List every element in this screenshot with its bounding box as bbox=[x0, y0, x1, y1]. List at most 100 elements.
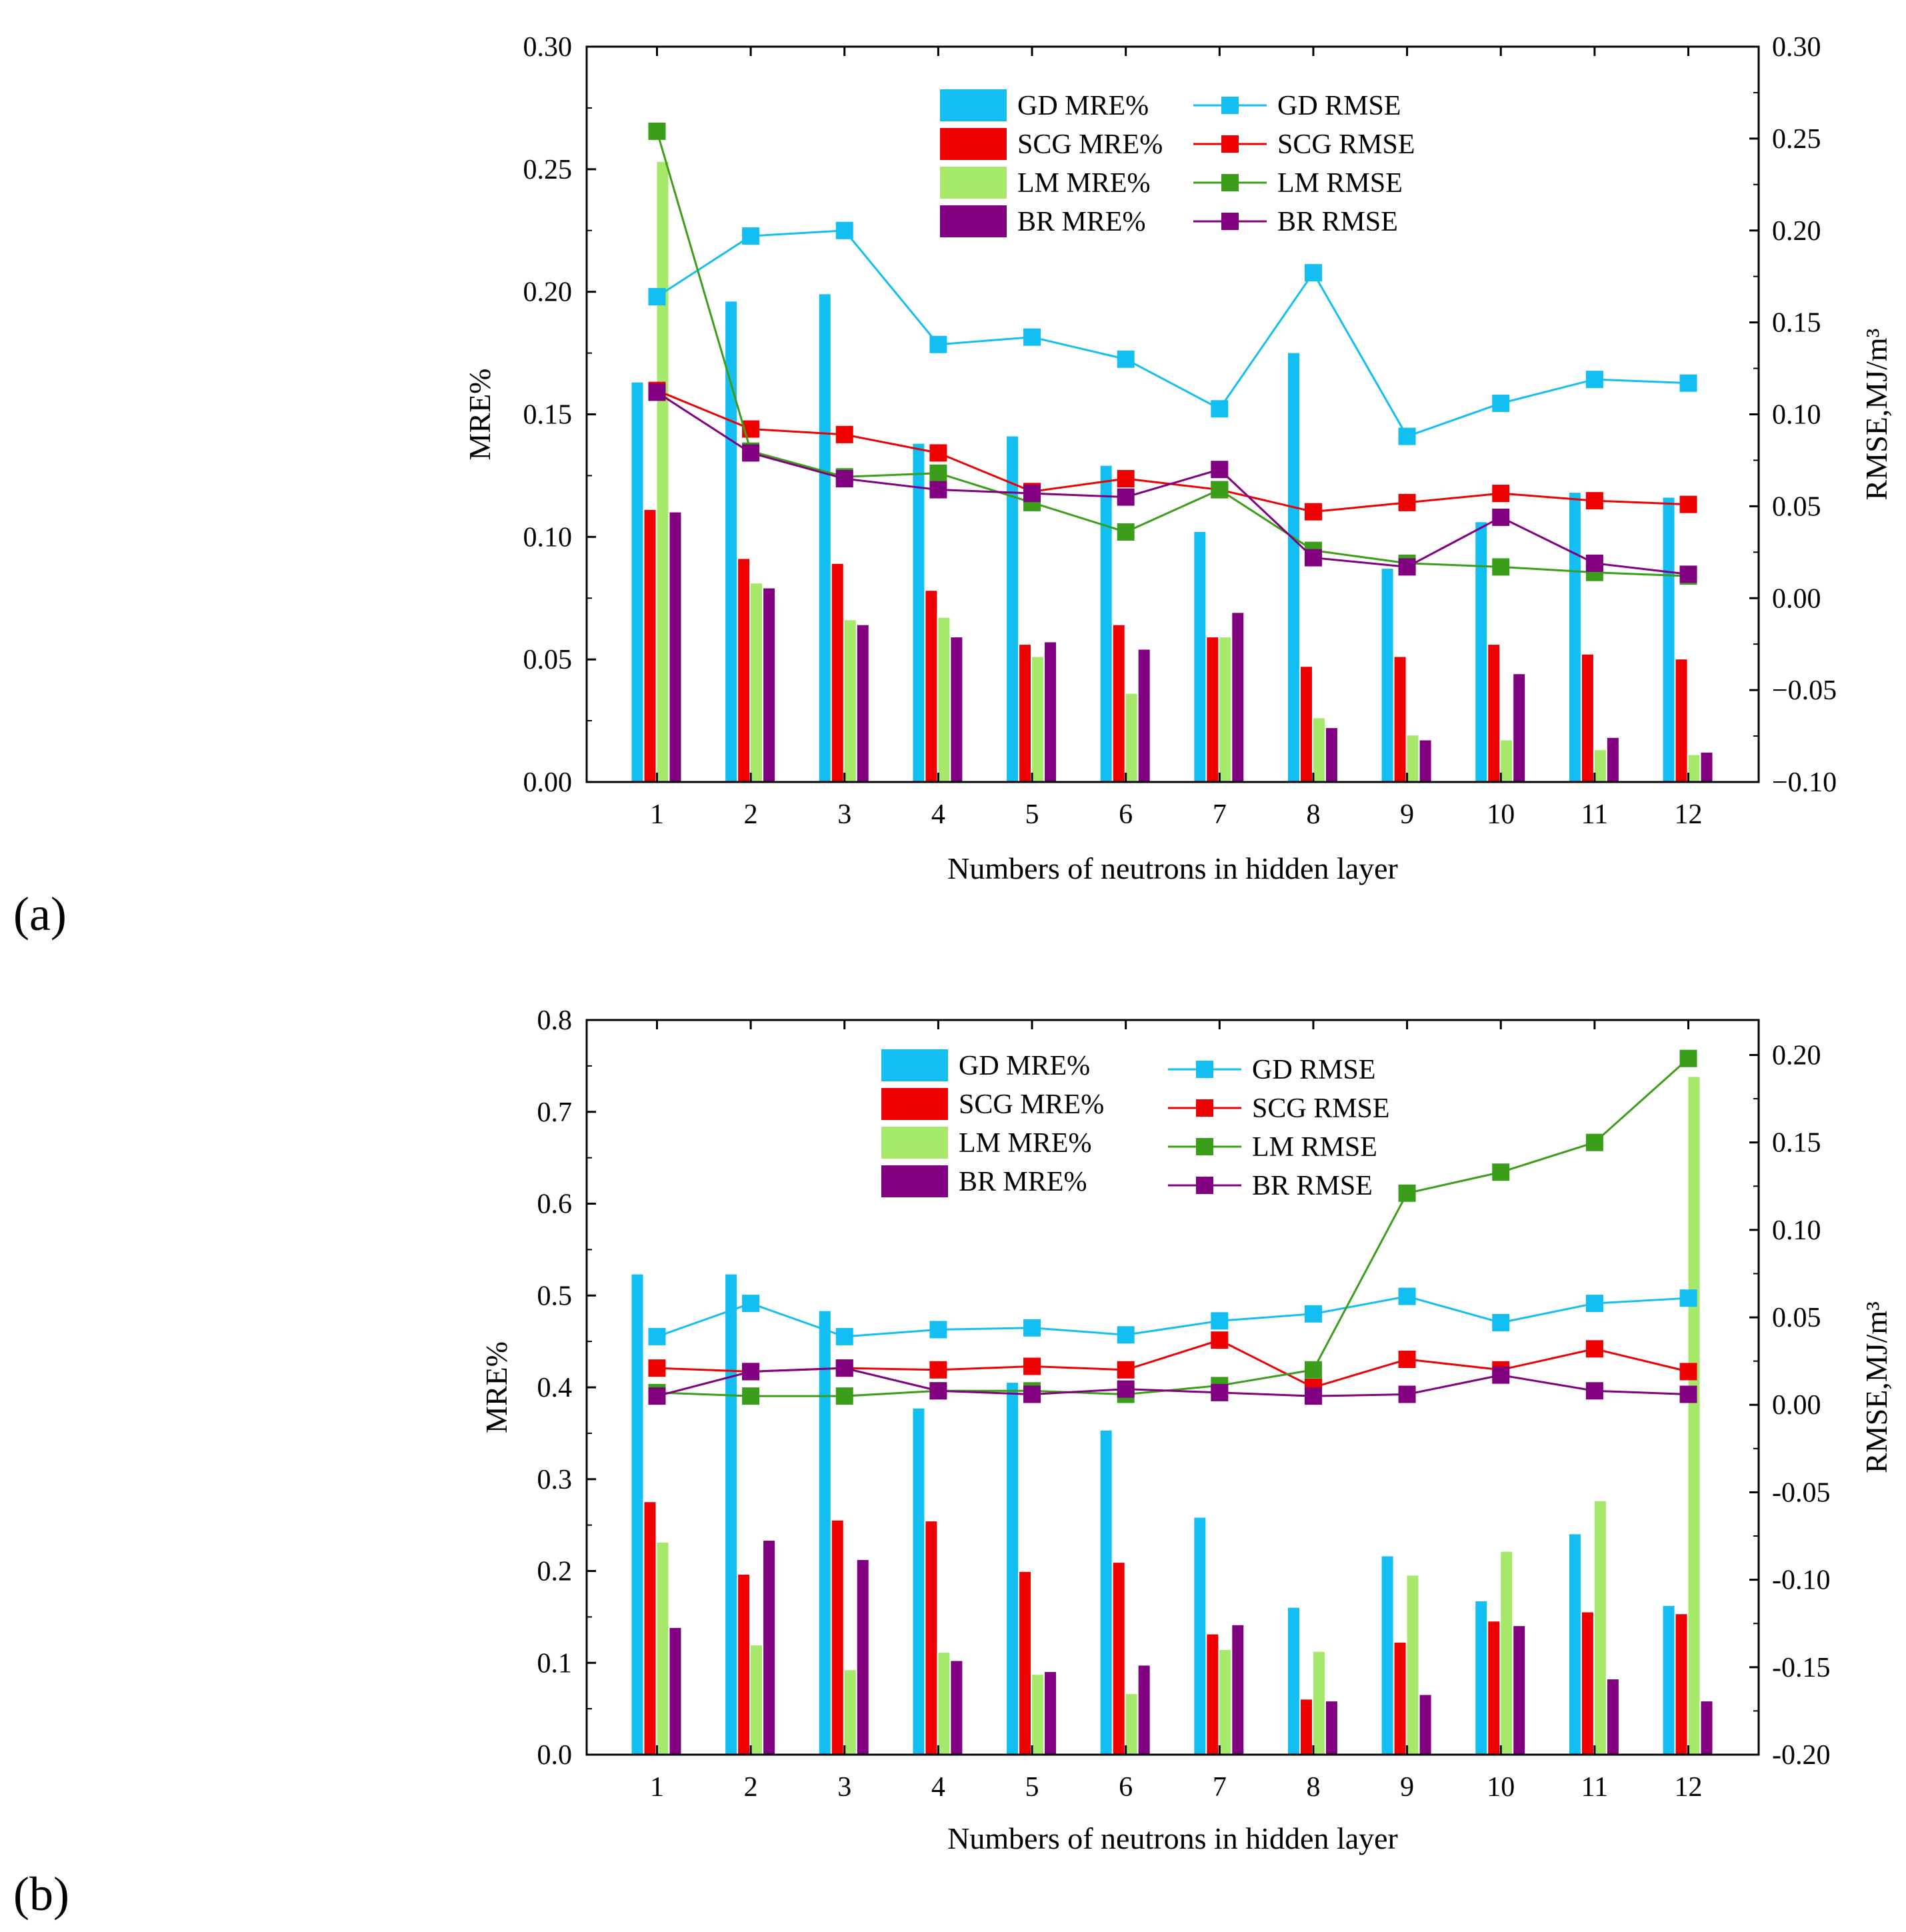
legend-marker bbox=[1196, 1138, 1213, 1155]
line-marker bbox=[1023, 1357, 1041, 1375]
line-marker bbox=[742, 1387, 760, 1405]
line-marker bbox=[929, 1321, 947, 1339]
y-tick-label: 0.0 bbox=[537, 1740, 573, 1771]
legend-marker bbox=[1221, 213, 1239, 230]
line-marker bbox=[1585, 1295, 1603, 1313]
x-axis-title: Numbers of neutrons in hidden layer bbox=[947, 851, 1398, 885]
line-marker bbox=[648, 288, 666, 306]
bar bbox=[1701, 1701, 1713, 1755]
x-tick-label: 6 bbox=[1119, 799, 1133, 830]
bar bbox=[1594, 750, 1606, 782]
bar bbox=[1581, 654, 1593, 782]
bar bbox=[1100, 465, 1112, 782]
legend-label: BR RMSE bbox=[1252, 1171, 1373, 1201]
bar bbox=[631, 1274, 643, 1755]
legend-swatch bbox=[881, 1127, 948, 1159]
x-tick-label: 8 bbox=[1306, 1772, 1320, 1803]
line-marker bbox=[1679, 374, 1697, 392]
bar bbox=[1381, 1556, 1393, 1755]
line-marker bbox=[1679, 1385, 1697, 1403]
bar bbox=[738, 1575, 750, 1755]
bar bbox=[844, 620, 856, 782]
bar bbox=[1045, 642, 1057, 782]
y-tick-label: 0.10 bbox=[523, 522, 573, 553]
y-tick-label: 0.30 bbox=[523, 32, 573, 63]
y2-tick-label: 0.05 bbox=[1772, 1303, 1821, 1333]
bar bbox=[1113, 625, 1125, 782]
bar bbox=[1407, 1575, 1419, 1755]
x-tick-label: 2 bbox=[744, 1772, 758, 1803]
bar bbox=[913, 443, 925, 782]
y2-tick-label: -0.15 bbox=[1772, 1653, 1831, 1683]
bar bbox=[938, 617, 950, 782]
line-marker bbox=[1117, 350, 1135, 368]
line-marker bbox=[742, 1363, 760, 1381]
bar bbox=[1607, 737, 1619, 782]
legend-label: BR MRE% bbox=[959, 1167, 1087, 1197]
bar bbox=[1569, 493, 1581, 782]
legend-label: SCG MRE% bbox=[1017, 129, 1163, 160]
y2-tick-label: 0.00 bbox=[1772, 1390, 1821, 1421]
panel-label: (a) bbox=[13, 887, 67, 941]
bar bbox=[1419, 1695, 1431, 1755]
bar bbox=[1125, 1694, 1137, 1755]
bar bbox=[763, 1541, 775, 1755]
bar bbox=[669, 1627, 681, 1755]
bar bbox=[819, 1311, 831, 1755]
legend-marker bbox=[1221, 135, 1239, 153]
bar bbox=[1138, 649, 1150, 782]
legend-marker bbox=[1196, 1061, 1213, 1078]
line-marker bbox=[929, 1361, 947, 1379]
series-line bbox=[657, 1367, 1689, 1397]
x-tick-label: 4 bbox=[931, 1772, 945, 1803]
line-series-lm bbox=[648, 1049, 1697, 1405]
y-tick-label: 0.05 bbox=[523, 645, 573, 675]
line-marker bbox=[1679, 1363, 1697, 1381]
bar-series-scg bbox=[644, 509, 1687, 782]
line-marker bbox=[742, 227, 760, 245]
legend-label: LM RMSE bbox=[1277, 168, 1403, 199]
bar bbox=[751, 1645, 763, 1755]
bar bbox=[1194, 1517, 1206, 1755]
legend-swatch bbox=[940, 89, 1007, 121]
line-marker bbox=[1211, 1331, 1229, 1349]
bar bbox=[738, 559, 750, 782]
line-marker bbox=[1679, 1049, 1697, 1067]
bar bbox=[925, 1521, 937, 1755]
line-marker bbox=[835, 1359, 853, 1377]
line-marker bbox=[1679, 565, 1697, 583]
x-tick-label: 9 bbox=[1400, 799, 1414, 830]
x-tick-label: 5 bbox=[1025, 1772, 1039, 1803]
legend-label: GD MRE% bbox=[1017, 91, 1149, 121]
line-marker bbox=[1117, 1380, 1135, 1398]
line-marker bbox=[1117, 470, 1135, 488]
chart-panel-a: (a) 0.00 0.05 0.10 0.15 0.20 0.25 0.30 −0.10 −0.0… bbox=[13, 32, 1893, 941]
bar bbox=[951, 637, 963, 782]
line-marker bbox=[1398, 1287, 1416, 1305]
y-tick-label: 0.5 bbox=[537, 1281, 573, 1311]
y-tick-label: 0.1 bbox=[537, 1648, 573, 1679]
y2-tick-label: −0.10 bbox=[1772, 767, 1837, 798]
bar bbox=[1138, 1665, 1150, 1755]
bar bbox=[1581, 1612, 1593, 1755]
y2-axis-title: RMSE,MJ/m³ bbox=[1859, 1301, 1893, 1473]
line-series-br bbox=[648, 1359, 1697, 1405]
y2-tick-label: 0.00 bbox=[1772, 583, 1821, 614]
bar bbox=[1675, 659, 1687, 782]
bar bbox=[913, 1408, 925, 1755]
bar bbox=[1045, 1672, 1057, 1755]
x-tick-label: 6 bbox=[1119, 1772, 1133, 1803]
legend-swatch bbox=[881, 1088, 948, 1120]
line-marker bbox=[929, 481, 947, 499]
bar bbox=[938, 1653, 950, 1755]
y-tick-label: 0.8 bbox=[537, 1005, 573, 1036]
line-marker bbox=[835, 425, 853, 443]
bar-series-lm bbox=[657, 161, 1700, 782]
line-marker bbox=[1398, 1184, 1416, 1202]
bar bbox=[1125, 693, 1137, 782]
bar bbox=[1232, 613, 1244, 782]
x-tick-label: 10 bbox=[1487, 1772, 1515, 1803]
bar bbox=[1032, 657, 1044, 782]
bar bbox=[1207, 1634, 1219, 1755]
line-marker bbox=[1679, 495, 1697, 513]
